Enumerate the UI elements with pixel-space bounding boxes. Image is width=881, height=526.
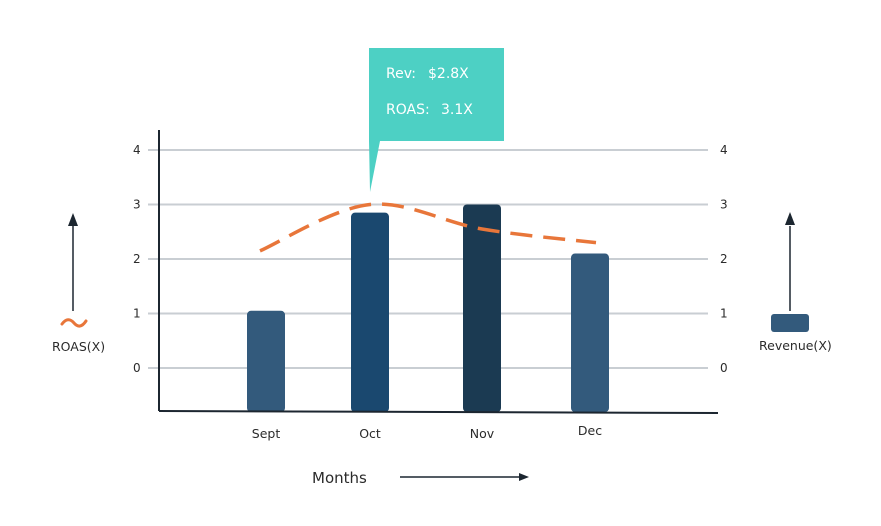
revenue-bars <box>247 204 609 412</box>
right-legend: Revenue(X) <box>759 212 832 353</box>
y-tick-label-right: 2 <box>720 252 728 266</box>
up-arrow-icon <box>785 212 795 311</box>
left-legend: ROAS(X) <box>52 213 105 354</box>
x-tick-label: Sept <box>252 426 281 441</box>
revenue-legend-label: Revenue(X) <box>759 338 832 353</box>
up-arrow-icon <box>68 213 78 311</box>
x-tick-label: Oct <box>359 426 381 441</box>
roas-legend-label: ROAS(X) <box>52 339 105 354</box>
tooltip-rev-value: $2.8X <box>428 66 469 82</box>
x-tick-label: Dec <box>578 423 602 438</box>
tooltip-box <box>369 48 504 192</box>
tooltip-roas-label: ROAS: <box>386 102 430 118</box>
y-axis-ticks-right: 0 1 2 3 4 <box>720 143 728 375</box>
tooltip-roas-value: 3.1X <box>441 102 473 118</box>
grid-lines <box>148 149 708 369</box>
y-tick-label-right: 4 <box>720 143 728 157</box>
y-tick-label-left: 1 <box>133 307 141 321</box>
tooltip-rev-label: Rev: <box>386 66 416 82</box>
roas-line <box>259 202 597 253</box>
axes <box>158 130 719 414</box>
x-axis-line <box>158 410 719 414</box>
y-tick-label-left: 3 <box>133 198 141 212</box>
y-tick-label-right: 3 <box>720 198 728 212</box>
x-tick-label: Nov <box>470 426 495 441</box>
bar-dec <box>571 253 609 412</box>
bar-nov <box>463 204 501 412</box>
y-tick-label-right: 0 <box>720 361 728 375</box>
bar-oct <box>351 212 389 412</box>
x-axis-category-labels: Sept Oct Nov Dec <box>252 423 602 441</box>
y-tick-label-right: 1 <box>720 307 728 321</box>
tooltip: Rev: $2.8X ROAS: 3.1X <box>369 48 504 192</box>
x-axis-title: Months <box>312 469 367 487</box>
y-tick-label-left: 0 <box>133 361 141 375</box>
y-axis-ticks-left: 0 1 2 3 4 <box>133 143 141 375</box>
x-axis-arrow-icon <box>400 473 529 481</box>
bar-swatch-icon <box>771 314 809 332</box>
squiggle-line-icon <box>60 318 88 328</box>
bar-sept <box>247 310 285 412</box>
y-tick-label-left: 4 <box>133 143 141 157</box>
y-tick-label-left: 2 <box>133 252 141 266</box>
